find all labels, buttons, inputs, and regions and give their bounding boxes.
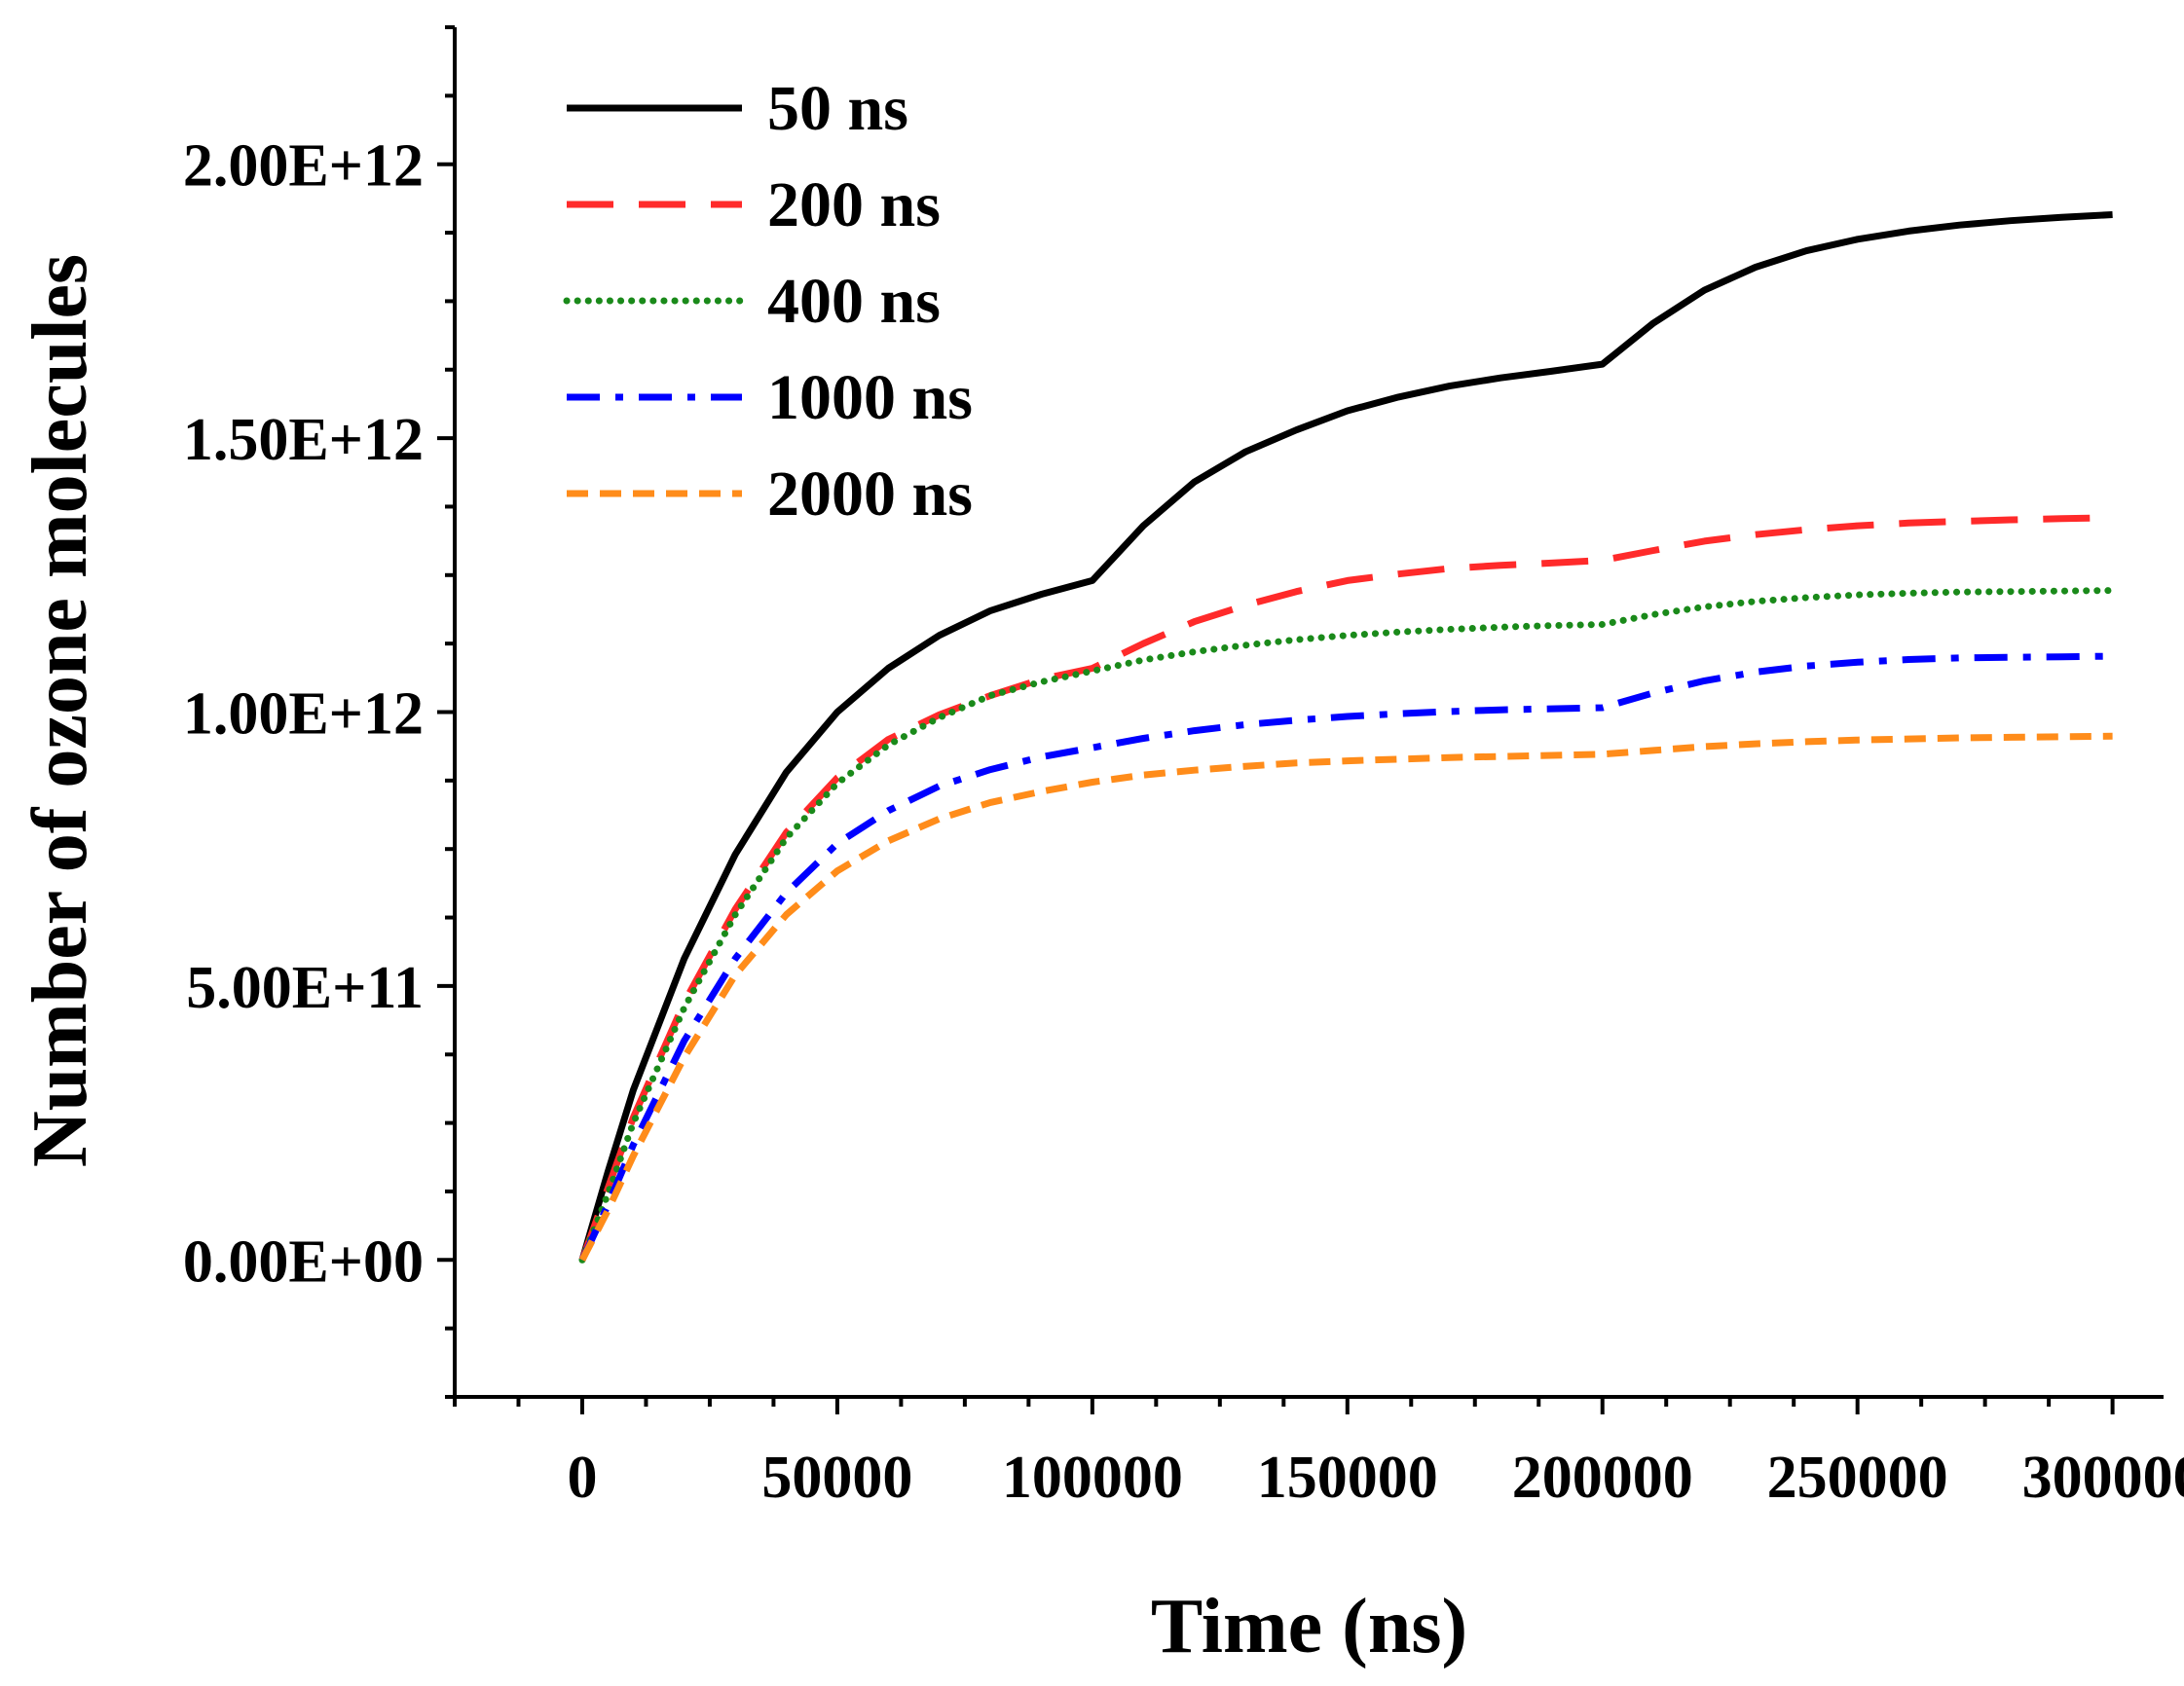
x-tick-label: 0 [567,1445,597,1511]
legend-label: 1000 ns [767,362,973,433]
x-tick-label: 250000 [1767,1445,1948,1511]
series-line-400-ns [578,587,2117,1264]
legend-label: 2000 ns [767,458,973,530]
x-tick-label: 100000 [1002,1445,1183,1511]
legend-label: 200 ns [767,169,941,240]
y-tick-label: 0.00E+00 [183,1228,424,1295]
y-tick-label: 1.00E+12 [183,681,424,748]
series-line-2000-ns [578,732,2113,1262]
y-tick-label: 1.50E+12 [183,407,424,473]
x-tick-label: 50000 [761,1445,912,1511]
y-axis-title: Number of ozone molecules [18,254,103,1167]
series-line-50-ns [578,211,2113,1262]
series-line-1000-ns [578,652,2113,1262]
y-axis-ticks: 0.00E+00 5.00E+11 1.00E+12 1.50E+12 2.00E+12 [183,25,455,1399]
legend-label: 400 ns [767,266,941,337]
x-tick-label: 150000 [1257,1445,1438,1511]
legend: 50 ns 200 ns 400 ns 1000 ns 2000 ns [563,73,973,530]
y-tick-label: 2.00E+12 [183,133,424,200]
x-tick-label: 200000 [1512,1445,1693,1511]
legend-label: 50 ns [767,73,908,144]
x-axis-title: Time (ns) [1151,1584,1467,1669]
series-layer [578,211,2117,1264]
y-tick-label: 5.00E+11 [186,955,424,1021]
series-line-200-ns [578,514,2113,1262]
